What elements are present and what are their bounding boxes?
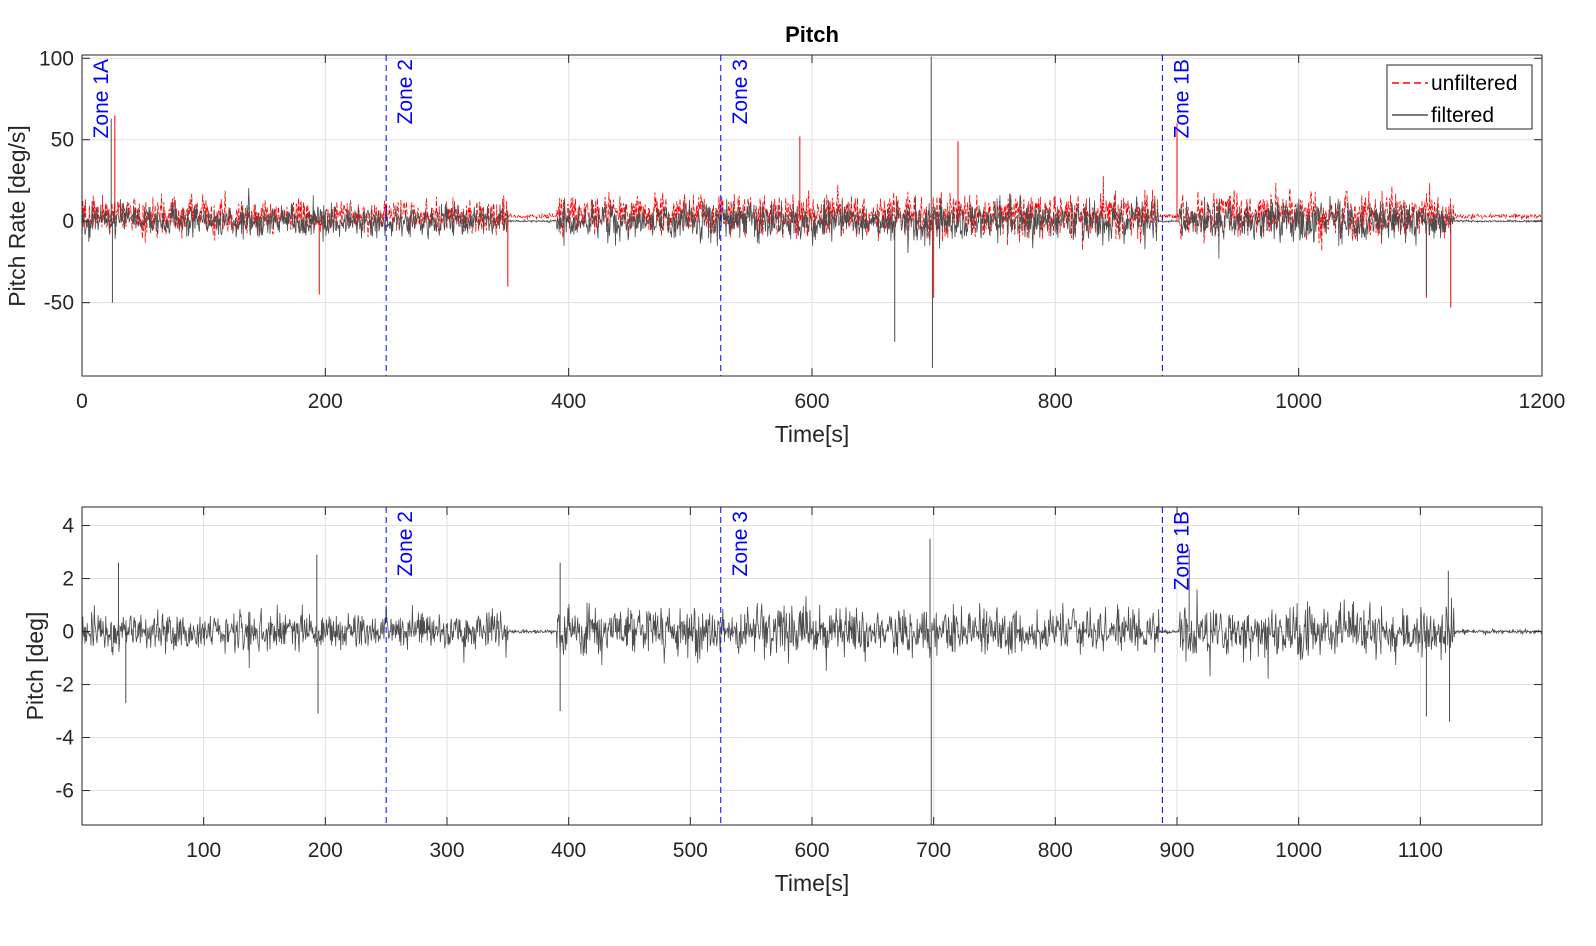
y-tick-label: 0	[62, 210, 74, 233]
pitch-rate-ticks: 0 200 400 600 800 1000 1200 -50 0 50 100	[39, 47, 1565, 413]
x-tick-label: 700	[916, 839, 951, 862]
zone-label: Zone 3	[729, 511, 752, 576]
x-tick-label: 100	[186, 839, 221, 862]
x-tick-label: 200	[308, 390, 343, 413]
zone-label: Zone 2	[394, 511, 417, 576]
y-tick-label: -50	[44, 292, 74, 315]
y-tick-label: 50	[51, 129, 74, 152]
y-tick-label: 0	[62, 621, 74, 644]
y-tick-label: -2	[55, 674, 74, 697]
x-tick-label: 200	[308, 839, 343, 862]
legend-label-unfiltered: unfiltered	[1431, 72, 1517, 95]
x-tick-label: 600	[794, 839, 829, 862]
pitch-rate-xlabel: Time[s]	[775, 421, 850, 447]
x-tick-label: 800	[1038, 839, 1073, 862]
pitch-ticks: 100 200 300 400 500 600 700 800 900 1000 1100 -6 -4 -…	[55, 507, 1542, 862]
pitch-rate-axes: Zone 1A Zone 2 Zone 3 Zone 1B 0 200 400 600 800…	[4, 47, 1565, 447]
y-tick-label: 100	[39, 47, 74, 70]
zone-label: Zone 1B	[1170, 511, 1193, 590]
pitch-series	[81, 538, 1542, 825]
pitch-xlabel: Time[s]	[775, 870, 850, 896]
y-tick-label: 4	[62, 515, 74, 538]
pitch-ylabel: Pitch [deg]	[22, 612, 48, 721]
x-tick-label: 500	[673, 839, 708, 862]
zone-label: Zone 1B	[1170, 59, 1193, 138]
y-tick-label: -6	[55, 780, 74, 803]
x-tick-label: 400	[551, 390, 586, 413]
x-tick-label: 300	[429, 839, 464, 862]
zone-label: Zone 2	[394, 59, 417, 124]
x-tick-label: 900	[1159, 839, 1194, 862]
x-tick-label: 0	[76, 390, 88, 413]
pitch-axes: Zone 2 Zone 3 Zone 1B 100 200 300 400 500 600 70…	[22, 506, 1543, 896]
x-tick-label: 1000	[1275, 839, 1322, 862]
x-tick-label: 1200	[1519, 390, 1566, 413]
zone-label: Zone 1A	[90, 59, 113, 138]
series-line-filtered	[81, 188, 1542, 259]
legend-box	[1386, 64, 1533, 130]
x-tick-label: 600	[794, 390, 829, 413]
x-tick-label: 1100	[1398, 839, 1443, 862]
y-tick-label: 2	[62, 568, 74, 591]
chart-title: Pitch	[785, 22, 839, 47]
legend-label-filtered: filtered	[1431, 104, 1494, 127]
legend: unfiltered filtered	[1386, 64, 1533, 130]
y-tick-label: -4	[55, 727, 74, 750]
x-tick-label: 1000	[1275, 390, 1322, 413]
pitch-zones: Zone 2 Zone 3 Zone 1B	[385, 507, 1193, 825]
series-line-pitch	[81, 589, 1542, 679]
x-tick-label: 400	[551, 839, 586, 862]
pitch-rate-ylabel: Pitch Rate [deg/s]	[4, 125, 30, 307]
x-tick-label: 800	[1038, 390, 1073, 413]
pitch-rate-series	[81, 56, 1542, 368]
zone-label: Zone 3	[729, 59, 752, 124]
pitch-rate-zones: Zone 1A Zone 2 Zone 3 Zone 1B	[81, 55, 1193, 376]
